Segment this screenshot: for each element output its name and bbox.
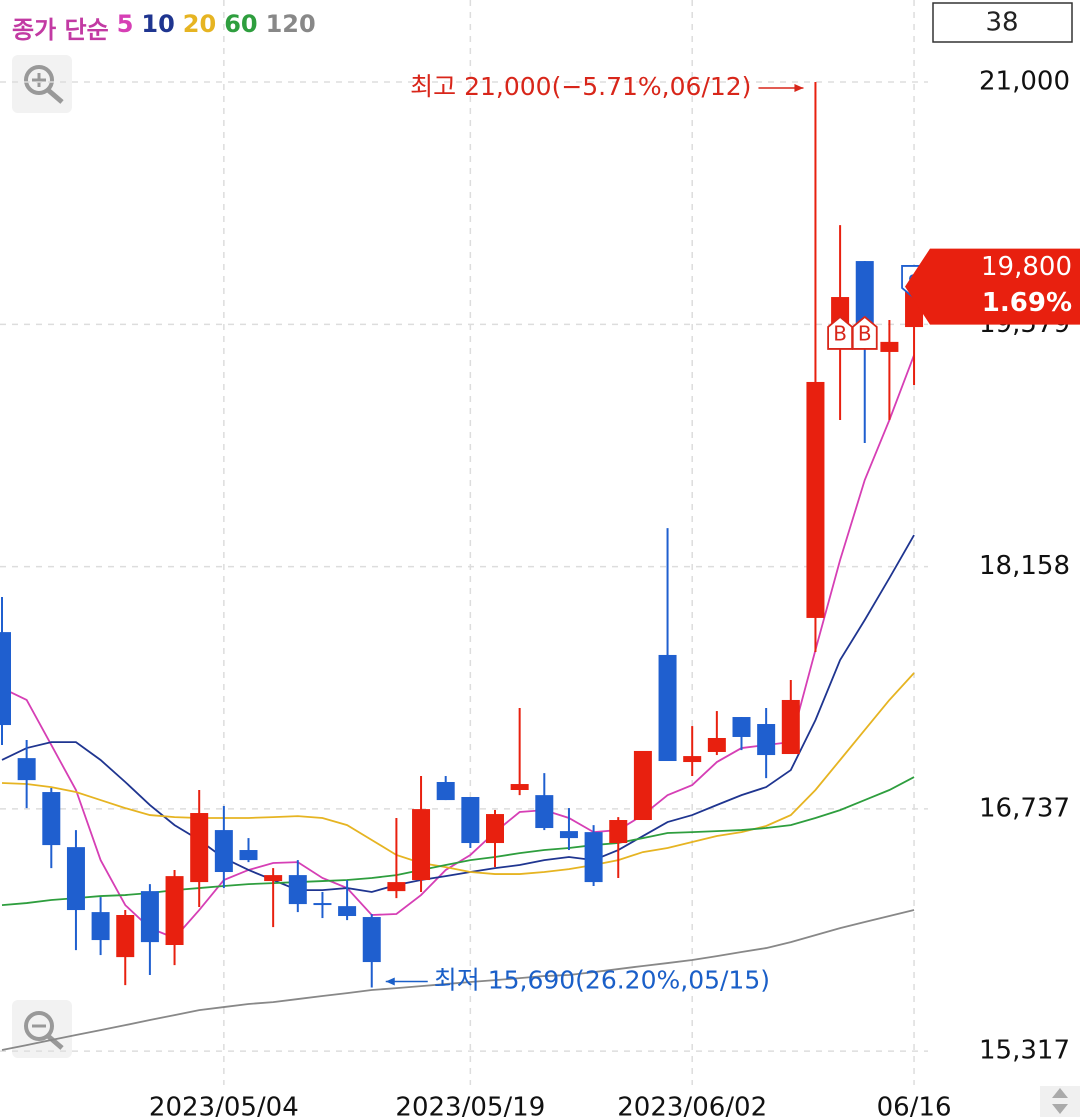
candle-body: [190, 813, 209, 883]
legend-prefix: 종가 단순: [12, 16, 109, 44]
legend-item: 60: [224, 10, 258, 38]
candle-body: [140, 891, 159, 943]
signal-label: B: [833, 321, 847, 345]
zoom-in-button[interactable]: [12, 55, 72, 113]
candle-body: [559, 831, 578, 839]
candle-body: [510, 784, 529, 791]
x-tick-label: 06/16: [877, 1093, 952, 1117]
ma-line: [1, 672, 915, 875]
zoom-in-lens[interactable]: [24, 65, 54, 95]
candle-body: [436, 781, 455, 801]
low-annotation: 최저 15,690(26.20%,05/15): [434, 965, 770, 994]
y-tick-label: 21,000: [979, 67, 1070, 97]
x-tick-label: 2023/05/04: [149, 1093, 299, 1117]
candle-body: [880, 341, 899, 352]
x-tick-label: 2023/06/02: [617, 1093, 767, 1117]
candle-body: [781, 699, 800, 755]
candle-body: [412, 809, 431, 881]
high-annotation: 최고 21,000(−5.71%,06/12): [410, 72, 751, 101]
y-tick-label: 18,158: [979, 551, 1070, 581]
candle-body: [757, 724, 776, 756]
legend: 종가 단순 5 10 20 60 120: [12, 10, 316, 45]
y-tick-label: 15,317: [979, 1036, 1070, 1066]
zoom-out-lens[interactable]: [24, 1011, 54, 1041]
candle-body: [658, 654, 677, 762]
legend-item: 10: [141, 10, 175, 38]
zoom-in-handle[interactable]: [46, 88, 64, 104]
candle-body: [486, 814, 504, 844]
x-tick-label: 2023/05/19: [395, 1093, 545, 1117]
candle-body: [707, 737, 726, 752]
annotation-arrowhead: [385, 977, 395, 986]
scroll-up[interactable]: [1052, 1088, 1068, 1098]
candle-body: [806, 381, 825, 618]
zoom-out-button[interactable]: [12, 1000, 72, 1058]
candle-body: [535, 795, 554, 829]
ma-line: [1, 909, 915, 1051]
candle-body: [683, 756, 702, 763]
candle-body: [461, 796, 480, 844]
candle-body: [584, 832, 603, 883]
candle-body: [313, 903, 332, 906]
candle-body: [264, 875, 283, 882]
zoom-out-handle[interactable]: [46, 1034, 64, 1050]
legend-item: 5: [116, 10, 134, 38]
candle-body: [214, 830, 233, 873]
zoom-in-bg[interactable]: [12, 55, 72, 113]
candle-body: [66, 847, 85, 911]
candle-body: [116, 914, 135, 958]
scroll-arrows[interactable]: [1040, 1086, 1080, 1117]
candle-body: [609, 820, 628, 844]
candle-body: [165, 876, 184, 946]
legend-item: 120: [265, 10, 316, 38]
candle-body: [42, 792, 61, 846]
y-tick-label: 16,737: [979, 793, 1070, 823]
candle-body: [288, 875, 307, 905]
candle-body: [855, 261, 874, 337]
period-box[interactable]: [932, 2, 1073, 43]
candle-body: [732, 717, 751, 737]
period-count: 38: [985, 8, 1018, 38]
candle-body: [239, 850, 258, 861]
price-tag-value: 19,800: [981, 252, 1072, 282]
signal-marker: [851, 315, 878, 350]
signal-marker: [827, 315, 853, 350]
candle-body: [387, 882, 406, 892]
candle-body: [17, 758, 36, 781]
legend-item: 20: [182, 10, 217, 38]
ma-line: [1, 534, 915, 893]
candle-body: [91, 912, 110, 941]
price-tag-change: 1.69%: [982, 288, 1072, 318]
signal-label: B: [858, 321, 872, 345]
candle-body: [633, 750, 652, 821]
price-tag: [905, 248, 1080, 325]
candle-body: [338, 906, 357, 917]
candle-body: [0, 632, 11, 726]
zoom-out-bg[interactable]: [12, 1000, 72, 1058]
scroll-down[interactable]: [1052, 1104, 1068, 1114]
annotation-arrowhead: [794, 84, 804, 93]
candle-body: [362, 917, 381, 963]
